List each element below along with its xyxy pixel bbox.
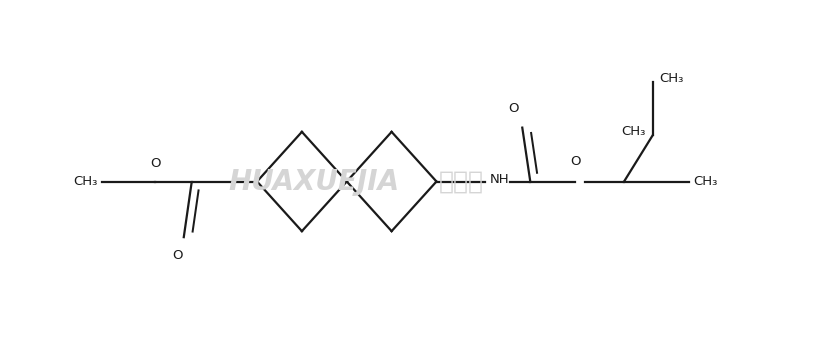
Text: O: O bbox=[570, 155, 580, 168]
Text: CH₃: CH₃ bbox=[659, 72, 684, 85]
Text: O: O bbox=[172, 249, 182, 262]
Text: CH₃: CH₃ bbox=[73, 175, 98, 188]
Text: O: O bbox=[508, 102, 519, 115]
Text: HUAXUEJIA: HUAXUEJIA bbox=[228, 167, 400, 196]
Text: CH₃: CH₃ bbox=[694, 175, 718, 188]
Text: O: O bbox=[150, 157, 161, 170]
Text: CH₃: CH₃ bbox=[622, 125, 646, 138]
Text: 化学加: 化学加 bbox=[438, 170, 484, 193]
Text: NH: NH bbox=[489, 173, 509, 186]
